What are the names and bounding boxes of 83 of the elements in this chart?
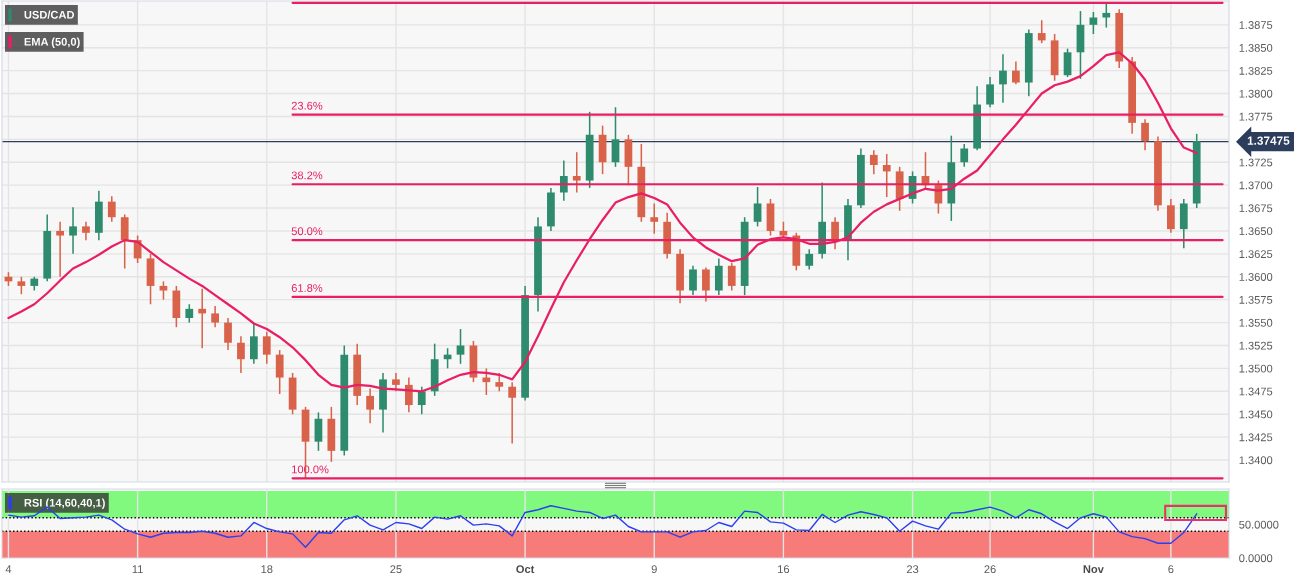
candlestick (1063, 47, 1072, 78)
candlestick (1167, 198, 1175, 234)
y-tick-label: 1.3625 (1239, 250, 1273, 258)
candlestick (999, 53, 1007, 104)
y-tick-label: 1.3500 (1239, 364, 1273, 373)
candlestick (366, 387, 374, 425)
y-tick-label: 1.3600 (1239, 273, 1273, 281)
x-tick-label: 4 (5, 565, 12, 573)
annotation: 38.2% (291, 171, 323, 180)
y-tick-label: 1.3800 (1239, 89, 1273, 98)
candlestick (1037, 19, 1046, 44)
candlestick (456, 328, 465, 365)
candlestick (702, 266, 710, 303)
candlestick (211, 305, 219, 328)
candlestick (185, 303, 194, 324)
candlestick (262, 330, 271, 365)
y-tick-label: 1.3850 (1239, 43, 1273, 52)
candlestick (495, 372, 504, 393)
candlestick (159, 280, 168, 301)
x-tick-label: 18 (261, 565, 273, 574)
y-tick-label: 1.3400 (1239, 456, 1273, 465)
candlestick (69, 206, 77, 255)
ref-line-label: 1.37475 (1247, 136, 1290, 145)
y-tick-label: 1.3575 (1239, 295, 1273, 304)
y-tick-label: 1.3550 (1239, 318, 1273, 327)
x-tick-label: 11 (132, 565, 143, 573)
y-tick-label: 1.3875 (1239, 21, 1273, 29)
y-tick-label: 1.3650 (1239, 227, 1273, 236)
x-tick-label: Nov (1083, 565, 1104, 574)
candlestick (1089, 11, 1098, 35)
candlestick (56, 221, 64, 278)
candlestick (689, 265, 697, 296)
candlestick (831, 216, 839, 251)
candlestick (508, 381, 517, 445)
candlestick (1012, 60, 1020, 86)
candlestick (1102, 2, 1111, 29)
x-tick-label: 23 (906, 565, 919, 574)
candlestick (727, 262, 736, 292)
candlestick (198, 287, 207, 350)
candlestick (237, 335, 245, 374)
y-tick-label: 1.3425 (1239, 433, 1273, 442)
candlestick (882, 153, 891, 198)
candlestick (805, 248, 814, 271)
candlestick (572, 151, 581, 194)
candlestick (249, 322, 258, 365)
candlestick (1141, 118, 1149, 152)
annotation: 50.0% (291, 227, 323, 236)
candlestick (314, 411, 323, 452)
candlestick (82, 221, 90, 241)
x-tick-label: 16 (778, 565, 790, 574)
annotation: 23.6% (291, 101, 323, 110)
y-tick-label: 1.3450 (1239, 410, 1273, 419)
y-tick-label: 1.3725 (1239, 158, 1273, 167)
candlestick (107, 195, 116, 223)
candlestick (650, 202, 659, 235)
candlestick (611, 106, 620, 168)
candlestick (275, 349, 284, 395)
y-tick-label: 1.3825 (1239, 66, 1273, 75)
y-tick-label: 50.0000 (1239, 520, 1279, 529)
annotation: 61.8% (291, 284, 323, 292)
legend-label: RSI (14,60,40,1) (24, 498, 105, 509)
candlestick (482, 367, 491, 396)
y-tick-label: 0.0000 (1239, 554, 1273, 563)
x-tick-label: 25 (390, 565, 402, 574)
y-tick-label: 1.3775 (1239, 112, 1273, 121)
y-tick-label: 1.3700 (1239, 181, 1273, 190)
y-tick-label: 1.3475 (1239, 387, 1273, 396)
x-tick-label: 26 (984, 565, 996, 574)
candlestick (120, 213, 129, 270)
candlestick (869, 149, 878, 175)
candlestick (224, 317, 232, 351)
candlestick (986, 76, 994, 109)
x-tick-label: Oct (516, 565, 535, 574)
candlestick (960, 143, 969, 168)
candlestick (753, 186, 762, 228)
x-tick-label: 6 (1168, 565, 1174, 574)
candlestick (404, 376, 413, 414)
legend-label: USD/CAD (24, 10, 75, 19)
y-tick-label: 1.3525 (1239, 341, 1273, 350)
y-tick-label: 1.3675 (1239, 204, 1273, 213)
candlestick (417, 385, 426, 415)
x-tick-label: 9 (651, 565, 657, 574)
legend-label: EMA (50,0) (24, 37, 80, 48)
